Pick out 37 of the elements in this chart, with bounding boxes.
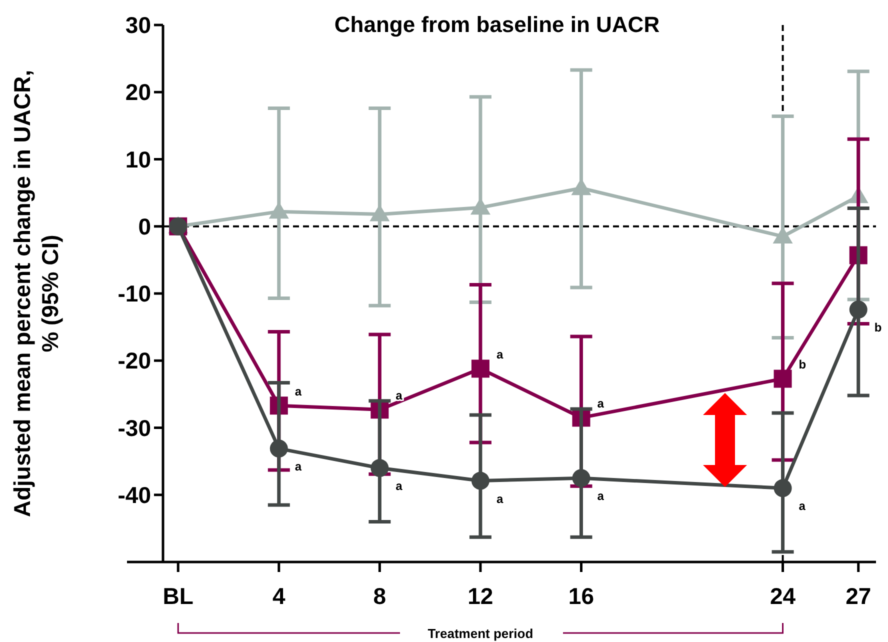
point [849, 300, 868, 319]
annotation: a [294, 460, 302, 474]
chart-title: Change from baseline in UACR [334, 12, 660, 37]
y-tick-label: -30 [118, 414, 151, 441]
x-tick-label: 8 [373, 583, 386, 609]
y-tick-label: 10 [125, 146, 151, 172]
annotation: b [874, 320, 882, 335]
y-tick-label: 20 [125, 79, 151, 106]
point [471, 360, 490, 378]
y-tick-label: 30 [125, 12, 151, 38]
y-tick-label: -10 [118, 280, 151, 307]
x-tick-label: 4 [272, 583, 286, 609]
point [471, 472, 490, 490]
annotation: a [496, 492, 504, 506]
annotation: a [496, 348, 504, 362]
point [774, 479, 792, 498]
x-tick-label: 24 [770, 583, 796, 609]
text: Treatment period [428, 626, 534, 641]
annotation: b [798, 358, 806, 372]
x-tick-label: 12 [468, 583, 494, 609]
x-tick-label: 16 [568, 583, 594, 609]
annotation: a [597, 489, 604, 504]
annotation: a [396, 479, 403, 494]
y-tick-label: -40 [118, 482, 151, 508]
point [774, 370, 792, 388]
annotation: a [294, 384, 302, 399]
x-tick-label: BL [162, 583, 194, 609]
y-tick-label: 0 [138, 213, 151, 240]
y-tick-label: -20 [118, 348, 151, 374]
x-tick-label: 27 [846, 583, 872, 609]
point [270, 440, 288, 458]
annotation: a [597, 396, 604, 411]
y-axis-title: Adjusted mean percent change in UACR, % (95% CI) [9, 70, 63, 518]
annotation: a [396, 388, 403, 403]
point [572, 469, 590, 488]
annotation: a [798, 499, 806, 514]
point [370, 459, 389, 478]
